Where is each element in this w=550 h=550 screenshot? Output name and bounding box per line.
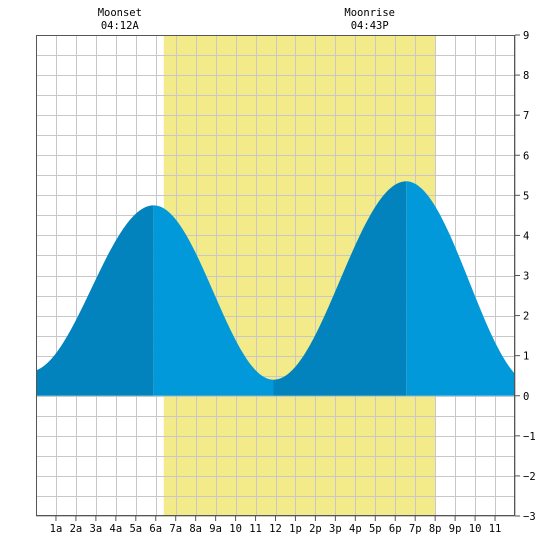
rising-tide-area xyxy=(36,205,154,396)
x-tick-label: 11 xyxy=(489,523,502,535)
y-tick-label: 4 xyxy=(523,230,529,242)
x-tick-label: 8a xyxy=(189,523,202,535)
x-tick-label: 9p xyxy=(449,523,462,535)
y-tick-label: −2 xyxy=(523,471,536,483)
x-tick-label: 8p xyxy=(429,523,442,535)
y-tick-label: 6 xyxy=(523,150,529,162)
y-tick-label: 3 xyxy=(523,271,529,283)
y-tick-label: 8 xyxy=(523,70,529,82)
x-axis-ticks: 1a 2a 3a 4a 5a 6a 7a 8a 9a 10 11 12 1p 2p 3p 4p 5p 6p 7p 8p… xyxy=(50,516,502,535)
plot-border xyxy=(36,35,515,516)
x-tick-label: 9a xyxy=(209,523,222,535)
x-tick-label: 12 xyxy=(269,523,282,535)
x-tick-label: 11 xyxy=(249,523,262,535)
moon-event-label: Moonrise xyxy=(344,7,395,19)
moon-event-time: 04:43P xyxy=(351,20,389,32)
x-tick-label: 6p xyxy=(389,523,402,535)
y-tick-label: 7 xyxy=(523,110,529,122)
rising-tide-area xyxy=(273,181,407,396)
x-tick-label: 6a xyxy=(149,523,162,535)
x-tick-label: 7a xyxy=(169,523,182,535)
y-tick-label: −3 xyxy=(523,511,536,523)
x-tick-label: 4p xyxy=(349,523,362,535)
x-tick-label: 3p xyxy=(329,523,342,535)
y-tick-label: 2 xyxy=(523,311,529,323)
plot-frame xyxy=(36,35,515,516)
falling-tide-area xyxy=(153,205,274,396)
y-axis-ticks: −3 −2 −1 0 1 2 3 4 5 6 7 8 9 xyxy=(515,30,536,523)
x-tick-label: 10 xyxy=(469,523,482,535)
moon-event-label: Moonset xyxy=(98,7,142,19)
y-tick-label: −1 xyxy=(523,431,536,443)
x-tick-label: 5a xyxy=(129,523,142,535)
x-tick-label: 1p xyxy=(289,523,302,535)
x-tick-label: 7p xyxy=(409,523,422,535)
x-tick-label: 5p xyxy=(369,523,382,535)
tide-area xyxy=(36,181,515,396)
x-tick-label: 1a xyxy=(50,523,63,535)
y-tick-label: 5 xyxy=(523,190,529,202)
y-tick-label: 0 xyxy=(523,391,529,403)
x-tick-label: 4a xyxy=(110,523,123,535)
falling-tide-area xyxy=(406,181,515,396)
y-tick-label: 1 xyxy=(523,351,529,363)
x-tick-label: 2p xyxy=(309,523,322,535)
y-tick-label: 9 xyxy=(523,30,529,42)
x-tick-label: 10 xyxy=(229,523,242,535)
x-tick-label: 2a xyxy=(70,523,83,535)
x-tick-label: 3a xyxy=(90,523,103,535)
moon-event-time: 04:12A xyxy=(101,20,140,32)
